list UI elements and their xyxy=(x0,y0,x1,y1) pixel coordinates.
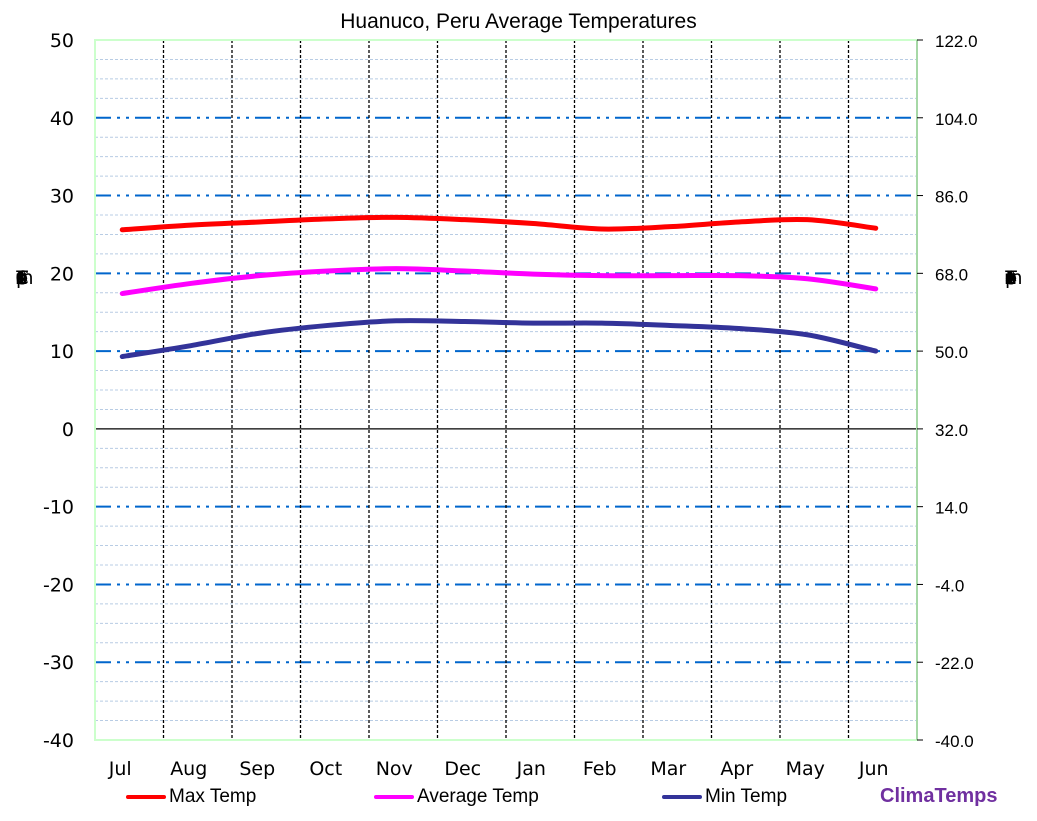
y2-tick-label: 32.0 xyxy=(935,421,968,440)
y2-tick-label: -40.0 xyxy=(935,732,974,751)
y2-tick-label: 14.0 xyxy=(935,499,968,518)
series-line-min-temp xyxy=(119,318,879,360)
x-tick-label: Apr xyxy=(720,758,753,780)
x-tick-label: May xyxy=(786,758,825,780)
x-tick-label: Mar xyxy=(650,758,686,780)
legend-item-min-temp: Min Temp xyxy=(662,786,787,808)
legend-label: Min Temp xyxy=(705,786,788,807)
y2-tick-label: 68.0 xyxy=(935,265,968,284)
y-tick-label: -10 xyxy=(43,497,74,519)
y-tick-label: 50 xyxy=(50,30,74,52)
x-tick-label: Aug xyxy=(170,758,207,780)
y2-tick-label: 104.0 xyxy=(935,110,978,129)
y-tick-label: 10 xyxy=(50,341,74,363)
y2-tick-label: 50.0 xyxy=(935,343,968,362)
y-tick-label: 30 xyxy=(50,186,74,208)
y-tick-label: -20 xyxy=(43,574,74,596)
x-tick-label: Jan xyxy=(516,758,546,780)
y2-tick-label: 86.0 xyxy=(935,188,968,207)
x-tick-label: Nov xyxy=(376,758,413,780)
x-tick-label: Dec xyxy=(444,758,481,780)
y2-tick-label: -22.0 xyxy=(935,654,974,673)
series-line-average-temp xyxy=(119,266,879,297)
legend-item-max-temp: Max Temp xyxy=(126,786,256,808)
x-tick-label: Oct xyxy=(309,758,342,780)
x-tick-label: Sep xyxy=(239,758,275,780)
y2-tick-label: -4.0 xyxy=(935,576,964,595)
legend-swatch-average-icon xyxy=(374,795,414,799)
legend-item-average-temp: Average Temp xyxy=(374,786,539,808)
legend-label: Average Temp xyxy=(417,786,539,807)
chart-title: Huanuco, Peru Average Temperatures xyxy=(340,10,697,33)
brand-logo[interactable]: ClimaTemps xyxy=(880,785,998,807)
x-tick-label: Jul xyxy=(108,758,132,780)
y-tick-label: -30 xyxy=(43,652,74,674)
legend-label: Max Temp xyxy=(169,786,257,807)
legend-swatch-max-icon xyxy=(126,795,166,799)
x-tick-label: Jun xyxy=(858,758,889,780)
series-line-max-temp xyxy=(119,214,879,233)
y-tick-label: 20 xyxy=(50,263,74,285)
y-tick-label: -40 xyxy=(43,730,74,752)
y2-tick-label: 122.0 xyxy=(935,32,978,51)
y-tick-label: 0 xyxy=(62,419,74,441)
y-tick-label: 40 xyxy=(50,108,74,130)
x-tick-label: Feb xyxy=(583,758,617,780)
legend-swatch-min-icon xyxy=(662,795,702,799)
